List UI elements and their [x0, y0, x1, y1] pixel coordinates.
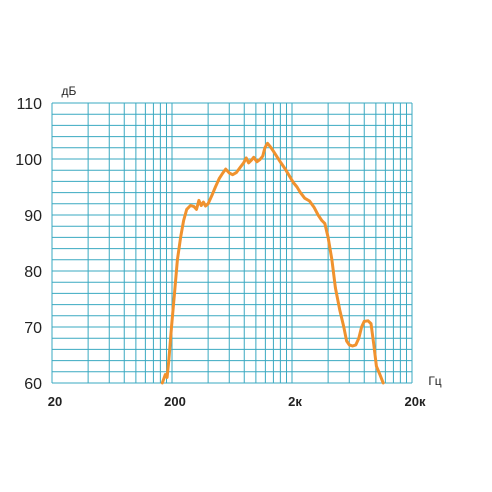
y-tick-labels: 110 100 90 80 70 60: [15, 96, 42, 393]
x-tick-label: 20: [48, 394, 62, 409]
chart-grid: [51, 102, 413, 384]
y-tick-label: 110: [16, 96, 42, 113]
y-tick-label: 80: [24, 264, 42, 281]
y-tick-label: 90: [24, 208, 42, 225]
x-tick-labels: 20 200 2к 20к: [48, 394, 426, 409]
x-tick-label: 200: [164, 394, 186, 409]
y-tick-label: 70: [24, 320, 42, 337]
series-group: [160, 141, 385, 385]
x-tick-label: 20к: [405, 394, 426, 409]
y-tick-label: 100: [15, 152, 42, 169]
y-tick-label: 60: [24, 376, 42, 393]
y-axis-unit-label: дБ: [62, 84, 77, 98]
x-tick-label: 2к: [288, 394, 302, 409]
series-line-frequency-response: [160, 141, 385, 385]
x-axis-unit-label: Гц: [428, 374, 441, 388]
